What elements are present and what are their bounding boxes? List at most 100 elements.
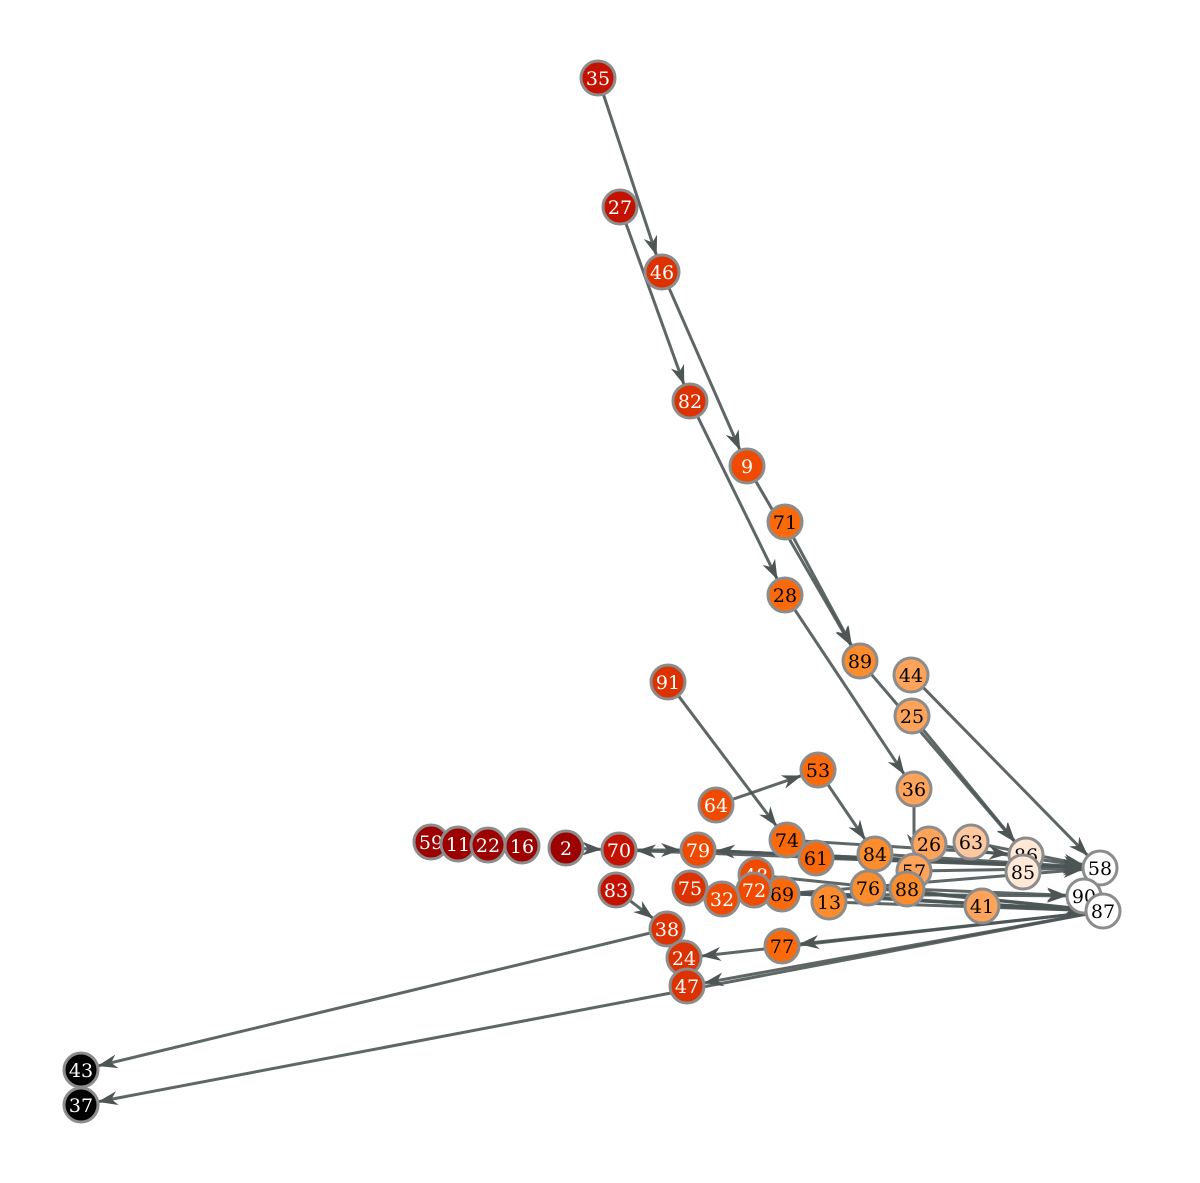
- node-label: 37: [69, 1095, 93, 1117]
- edge-48-87: [772, 875, 1087, 915]
- node-72: 72: [735, 871, 773, 909]
- node-circle: [799, 751, 837, 789]
- node-circle: [892, 656, 930, 694]
- node-circle: [728, 447, 766, 485]
- node-79: 79: [679, 831, 717, 869]
- node-circle: [768, 821, 806, 859]
- edge-38-43: [97, 931, 651, 1069]
- node-label: 75: [678, 878, 702, 900]
- node-label: 35: [586, 68, 610, 90]
- node-label: 22: [476, 835, 500, 857]
- node-16: 16: [503, 827, 541, 865]
- node-22: 22: [469, 826, 507, 864]
- node-label: 41: [970, 896, 994, 918]
- node-label: 71: [773, 512, 797, 534]
- node-circle: [649, 663, 687, 701]
- node-61: 61: [797, 839, 835, 877]
- node-circle: [766, 503, 804, 541]
- node-circle: [671, 869, 709, 907]
- node-circle: [697, 786, 735, 824]
- edge-25-86: [921, 728, 1016, 843]
- node-label: 87: [1091, 901, 1115, 923]
- node-13: 13: [810, 883, 848, 921]
- node-circle: [547, 829, 585, 867]
- node-36: 36: [895, 770, 933, 808]
- node-circle: [763, 927, 801, 965]
- node-circle: [841, 642, 879, 680]
- node-87: 87: [1084, 892, 1122, 930]
- node-28: 28: [766, 576, 804, 614]
- node-74: 74: [768, 821, 806, 859]
- node-label: 77: [770, 936, 794, 958]
- edge-64-53: [731, 774, 802, 801]
- edge-27-82: [624, 222, 686, 386]
- node-label: 72: [742, 880, 766, 902]
- node-circle: [703, 880, 741, 918]
- node-circle: [766, 576, 804, 614]
- node-label: 44: [899, 665, 923, 687]
- node-label: 70: [607, 840, 631, 862]
- node-circle: [1081, 849, 1119, 887]
- edge-2-70: [581, 841, 603, 856]
- node-88: 88: [888, 870, 926, 908]
- node-circle: [963, 887, 1001, 925]
- node-label: 76: [856, 878, 880, 900]
- node-label: 47: [675, 976, 699, 998]
- edge-9-89: [754, 479, 853, 647]
- node-64: 64: [697, 786, 735, 824]
- node-label: 26: [917, 834, 941, 856]
- node-label: 36: [902, 779, 926, 801]
- edge-53-84: [826, 783, 867, 840]
- node-77: 77: [763, 927, 801, 965]
- edge-layer: [97, 93, 1089, 1105]
- node-label: 53: [806, 760, 830, 782]
- node-label: 84: [863, 844, 887, 866]
- node-11: 11: [439, 825, 477, 863]
- node-43: 43: [62, 1051, 100, 1089]
- node-circle: [849, 869, 887, 907]
- node-46: 46: [643, 253, 681, 291]
- node-27: 27: [601, 188, 639, 226]
- node-circle: [895, 770, 933, 808]
- node-84: 84: [856, 835, 894, 873]
- node-circle: [893, 697, 931, 735]
- node-circle: [579, 59, 617, 97]
- node-label: 9: [741, 456, 753, 478]
- node-label: 32: [710, 889, 734, 911]
- edge-71-89: [791, 536, 853, 647]
- node-label: 63: [959, 832, 983, 854]
- node-89: 89: [841, 642, 879, 680]
- node-circle: [62, 1086, 100, 1124]
- node-70: 70: [600, 831, 638, 869]
- node-label: 11: [446, 834, 470, 856]
- node-circle: [810, 883, 848, 921]
- node-label: 43: [69, 1060, 93, 1082]
- node-label: 46: [650, 262, 674, 284]
- node-circle: [600, 831, 638, 869]
- node-circle: [888, 870, 926, 908]
- node-76: 76: [849, 869, 887, 907]
- node-41: 41: [963, 887, 1001, 925]
- node-58: 58: [1081, 849, 1119, 887]
- edge-82-28: [696, 415, 779, 580]
- node-circle: [1084, 892, 1122, 930]
- node-circle: [597, 871, 635, 909]
- edge-44-58: [921, 686, 1089, 857]
- node-24: 24: [665, 939, 703, 977]
- node-label: 74: [775, 830, 799, 852]
- edge-87-77: [798, 911, 1087, 949]
- node-label: 13: [817, 892, 841, 914]
- node-59: 59: [412, 823, 450, 861]
- node-37: 37: [62, 1086, 100, 1124]
- node-label: 27: [608, 197, 632, 219]
- node-label: 88: [895, 879, 919, 901]
- node-label: 24: [672, 948, 696, 970]
- node-32: 32: [703, 880, 741, 918]
- node-label: 25: [900, 706, 924, 728]
- node-circle: [671, 382, 709, 420]
- node-47: 47: [668, 967, 706, 1005]
- edge-91-74: [677, 694, 778, 827]
- node-label: 85: [1011, 862, 1035, 884]
- node-35: 35: [579, 59, 617, 97]
